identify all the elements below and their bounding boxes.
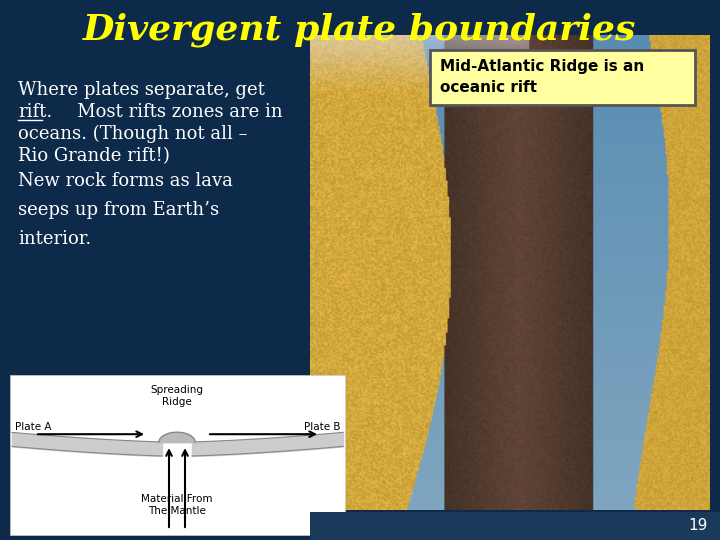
Text: Where plates separate, get: Where plates separate, get [18,81,265,99]
Text: Divergent plate boundaries: Divergent plate boundaries [84,13,636,47]
Text: Material From
The Mantle: Material From The Mantle [141,494,212,516]
Text: 19: 19 [688,518,708,534]
Text: rift.: rift. [18,103,53,121]
Text: Plate A: Plate A [15,422,52,432]
Text: New rock forms as lava
seeps up from Earth’s
interior.: New rock forms as lava seeps up from Ear… [18,172,233,248]
Text: Rio Grande rift!): Rio Grande rift!) [18,147,170,165]
Bar [10,375,345,535]
Bar [430,50,695,105]
Bar [310,512,720,540]
Text: oceans. (Though not all –: oceans. (Though not all – [18,125,248,143]
Text: Plate B: Plate B [304,422,340,432]
Text: Most rifts zones are in: Most rifts zones are in [60,103,283,121]
Text: Mid-Atlantic Ridge is an
oceanic rift: Mid-Atlantic Ridge is an oceanic rift [440,59,644,96]
Text: Spreading
Ridge: Spreading Ridge [150,385,204,407]
